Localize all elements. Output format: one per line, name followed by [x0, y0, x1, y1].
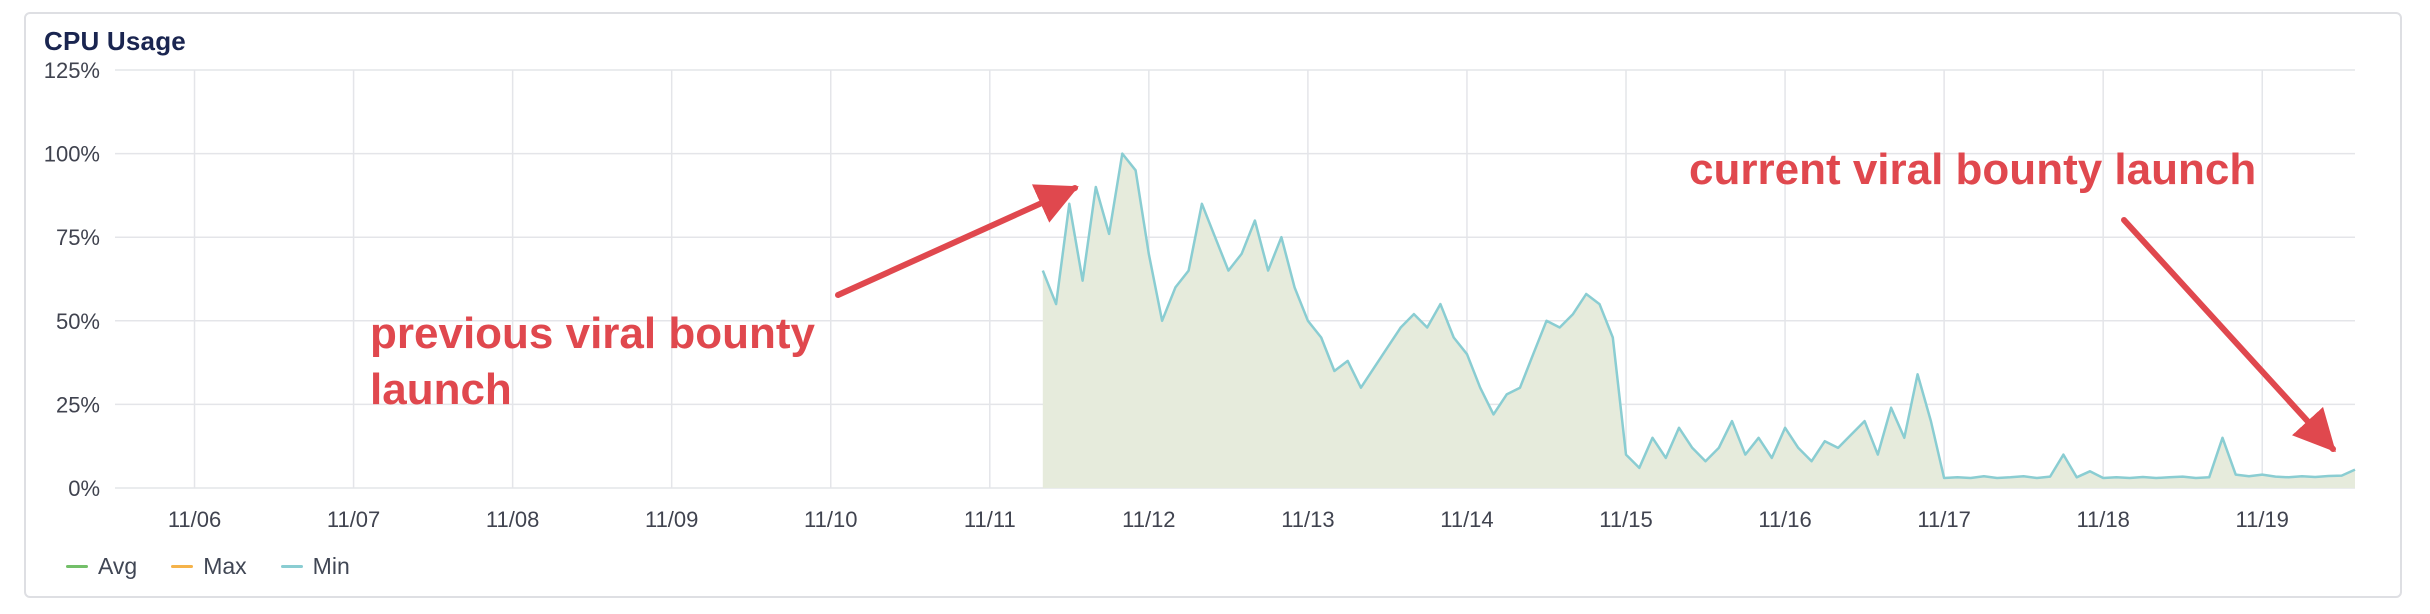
- grid: [115, 69, 2355, 489]
- x-tick-label: 11/15: [1599, 507, 1652, 532]
- x-tick-label: 11/08: [486, 507, 539, 532]
- annotations: previous viral bounty launch current vir…: [370, 145, 2336, 453]
- y-tick-label: 25%: [56, 392, 100, 417]
- x-tick-label: 11/17: [1917, 507, 1970, 532]
- series-lines: [1041, 152, 2356, 480]
- series-min-line: [1041, 152, 2356, 480]
- legend-item-max[interactable]: Max: [171, 553, 247, 580]
- legend-label-avg: Avg: [98, 553, 138, 579]
- previous-launch-label-line-2: launch: [370, 365, 512, 414]
- legend-label-min: Min: [312, 553, 350, 579]
- y-tick-label: 75%: [56, 225, 100, 250]
- y-tick-label: 125%: [44, 58, 100, 83]
- x-tick-label: 11/06: [168, 507, 221, 532]
- legend-label-max: Max: [203, 553, 247, 579]
- series-min-area: [1042, 153, 2355, 488]
- x-tick-label: 11/14: [1440, 507, 1493, 532]
- x-tick-label: 11/07: [327, 507, 380, 532]
- x-tick-label: 11/11: [964, 507, 1016, 532]
- y-tick-label: 0%: [68, 476, 100, 501]
- current-launch-label: current viral bounty launch: [1689, 145, 2256, 194]
- legend: Avg Max Min: [66, 553, 350, 580]
- x-tick-label: 11/09: [645, 507, 698, 532]
- axis-ticks: 0% 25% 50% 75% 100% 125% 11/06 11/07 11/08 11/09 1…: [44, 58, 2289, 532]
- y-tick-label: 50%: [56, 309, 100, 334]
- x-tick-label: 11/18: [2076, 507, 2129, 532]
- legend-swatch-max: [171, 565, 194, 568]
- series-area: [1042, 153, 2355, 488]
- panel-title: CPU Usage: [44, 26, 186, 56]
- x-tick-label: 11/12: [1122, 507, 1175, 532]
- current-launch-arrow: [2121, 217, 2336, 453]
- x-tick-label: 11/13: [1281, 507, 1334, 532]
- x-tick-label: 11/10: [804, 507, 857, 532]
- legend-item-min[interactable]: Min: [280, 553, 350, 580]
- legend-swatch-avg: [66, 565, 88, 568]
- y-tick-label: 100%: [44, 142, 100, 167]
- previous-launch-arrow: [835, 184, 1079, 298]
- legend-swatch-min: [280, 565, 303, 568]
- previous-launch-label-line-1: previous viral bounty: [370, 309, 816, 358]
- x-tick-label: 11/19: [2236, 507, 2289, 532]
- x-tick-label: 11/16: [1758, 507, 1811, 532]
- legend-item-avg[interactable]: Avg: [66, 553, 137, 580]
